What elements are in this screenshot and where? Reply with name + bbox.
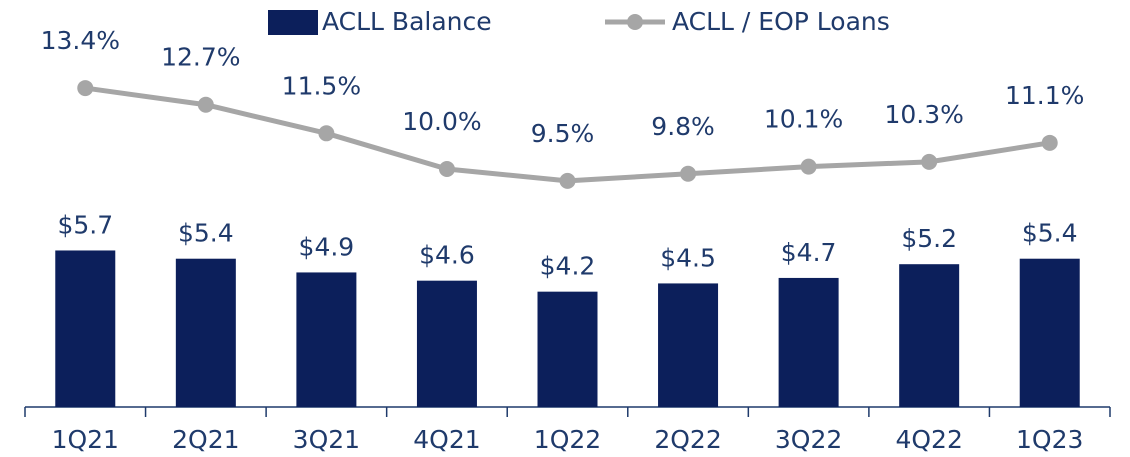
bar-value-label: $5.4 — [1022, 219, 1078, 248]
bar — [296, 272, 357, 407]
line-marker — [197, 96, 214, 113]
x-tick-label: 3Q21 — [293, 425, 360, 454]
line-marker — [800, 158, 817, 175]
bar — [778, 277, 839, 407]
x-tick-label: 3Q22 — [775, 425, 842, 454]
legend-label: ACLL Balance — [322, 7, 492, 36]
line-value-label: 10.1% — [764, 105, 843, 134]
x-tick-label: 4Q22 — [895, 425, 962, 454]
line-marker — [1041, 134, 1058, 151]
legend-marker — [627, 14, 643, 30]
x-tick-label: 1Q21 — [52, 425, 119, 454]
line-marker — [77, 80, 94, 97]
line-value-label: 13.4% — [41, 26, 120, 55]
bar — [175, 258, 236, 407]
legend-swatch — [268, 10, 318, 35]
line-value-label: 9.5% — [531, 119, 595, 148]
bar — [899, 264, 960, 407]
line-marker — [921, 153, 938, 170]
bar — [55, 250, 116, 407]
bar — [537, 291, 598, 407]
bar-value-label: $4.6 — [419, 241, 475, 270]
bar-value-label: $5.7 — [57, 210, 113, 239]
x-tick-label: 1Q22 — [534, 425, 601, 454]
bar-value-label: $4.2 — [540, 252, 596, 281]
bar — [658, 283, 719, 407]
bar-value-label: $5.4 — [178, 219, 234, 248]
legend-label: ACLL / EOP Loans — [672, 7, 890, 36]
line-marker — [680, 165, 697, 182]
line-value-label: 10.0% — [402, 107, 481, 136]
line-marker — [559, 172, 576, 189]
x-tick-label: 4Q21 — [413, 425, 480, 454]
bar-value-label: $5.2 — [901, 224, 957, 253]
line-marker — [318, 125, 335, 142]
x-tick-label: 2Q21 — [172, 425, 239, 454]
x-tick-label: 2Q22 — [654, 425, 721, 454]
bar-value-label: $4.9 — [299, 232, 355, 261]
line-value-label: 11.5% — [282, 71, 361, 100]
line-value-label: 12.7% — [161, 43, 240, 72]
line-value-label: 9.8% — [651, 112, 715, 141]
bar — [1019, 258, 1080, 407]
x-tick-label: 1Q23 — [1016, 425, 1083, 454]
bar — [416, 280, 477, 407]
line-value-label: 11.1% — [1005, 81, 1084, 110]
line-value-label: 10.3% — [884, 100, 963, 129]
line-marker — [438, 161, 455, 177]
bar-value-label: $4.7 — [781, 238, 837, 267]
bar-value-label: $4.5 — [660, 243, 716, 272]
